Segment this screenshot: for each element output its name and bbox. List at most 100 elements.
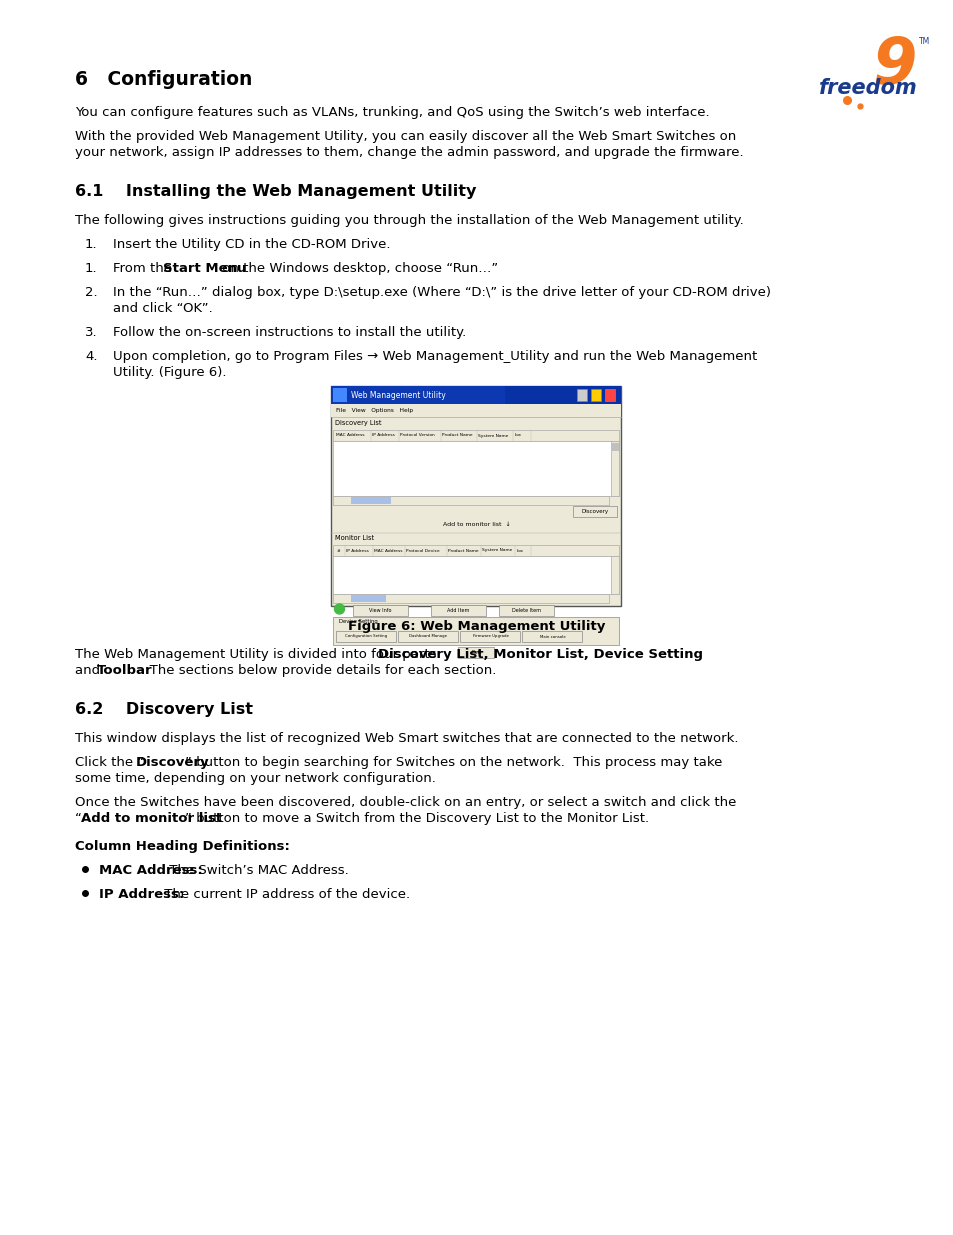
- Text: The current IP address of the device.: The current IP address of the device.: [159, 888, 409, 902]
- Text: 6.2    Discovery List: 6.2 Discovery List: [75, 701, 253, 718]
- Bar: [611, 441, 618, 496]
- Text: 1.: 1.: [85, 262, 97, 275]
- Text: 2.: 2.: [85, 287, 97, 299]
- Text: and click “OK”.: and click “OK”.: [112, 303, 213, 315]
- Bar: [331, 387, 620, 606]
- Bar: [398, 631, 458, 642]
- Text: Click the “: Click the “: [75, 756, 144, 769]
- Text: Web Management Utility: Web Management Utility: [351, 390, 446, 399]
- Text: MAC Address: MAC Address: [336, 433, 365, 437]
- Bar: [334, 388, 347, 403]
- Text: Exit: Exit: [471, 650, 481, 655]
- Text: #: #: [336, 548, 340, 552]
- Bar: [336, 631, 396, 642]
- Bar: [573, 506, 617, 517]
- Text: Insert the Utility CD in the CD-ROM Drive.: Insert the Utility CD in the CD-ROM Driv…: [112, 238, 390, 251]
- Bar: [334, 556, 618, 594]
- Text: 9: 9: [872, 35, 916, 98]
- Text: 4.: 4.: [85, 350, 97, 363]
- Text: Device Setting: Device Setting: [339, 619, 377, 624]
- Bar: [431, 605, 486, 616]
- Text: Configuration Setting: Configuration Setting: [345, 635, 387, 638]
- Bar: [334, 594, 609, 603]
- Text: TM: TM: [918, 37, 929, 46]
- Text: Toolbar: Toolbar: [97, 664, 152, 677]
- Text: Dashboard Manage: Dashboard Manage: [409, 635, 447, 638]
- Text: Follow the on-screen instructions to install the utility.: Follow the on-screen instructions to ins…: [112, 326, 466, 338]
- Text: Protocol Version: Protocol Version: [400, 433, 435, 437]
- Text: Product Name: Product Name: [448, 548, 478, 552]
- Text: IP Address:: IP Address:: [99, 888, 184, 902]
- Bar: [351, 496, 391, 504]
- Text: 3.: 3.: [85, 326, 97, 338]
- Text: With the provided Web Management Utility, you can easily discover all the Web Sm: With the provided Web Management Utility…: [75, 130, 736, 143]
- Text: Discovery: Discovery: [135, 756, 209, 769]
- Text: Column Heading Definitions:: Column Heading Definitions:: [75, 840, 290, 853]
- Bar: [331, 404, 620, 417]
- Text: 6.1    Installing the Web Management Utility: 6.1 Installing the Web Management Utilit…: [75, 184, 476, 199]
- Text: Firmware Upgrade: Firmware Upgrade: [472, 635, 508, 638]
- Bar: [334, 618, 618, 645]
- Bar: [334, 545, 618, 556]
- Text: Add to monitor list: Add to monitor list: [80, 811, 221, 825]
- Text: Monitor List: Monitor List: [335, 535, 375, 541]
- Text: on the Windows desktop, choose “Run…”: on the Windows desktop, choose “Run…”: [217, 262, 497, 275]
- Text: File   View   Options   Help: File View Options Help: [336, 408, 414, 412]
- Bar: [334, 496, 609, 505]
- Bar: [331, 387, 620, 404]
- Text: Upon completion, go to Program Files → Web Management_Utility and run the Web Ma: Upon completion, go to Program Files → W…: [112, 350, 757, 363]
- Bar: [331, 387, 505, 404]
- Bar: [611, 556, 618, 594]
- Text: In the “Run…” dialog box, type D:\setup.exe (Where “D:\” is the drive letter of : In the “Run…” dialog box, type D:\setup.…: [112, 287, 770, 299]
- Text: Protocol Device: Protocol Device: [406, 548, 439, 552]
- Text: Delete Item: Delete Item: [512, 608, 540, 613]
- Text: 6   Configuration: 6 Configuration: [75, 70, 253, 89]
- Text: .  The sections below provide details for each section.: . The sections below provide details for…: [136, 664, 496, 677]
- Text: Discovery: Discovery: [581, 509, 608, 514]
- Text: Add to monitor list  ↓: Add to monitor list ↓: [442, 522, 510, 527]
- Text: “: “: [75, 811, 82, 825]
- Text: IP Address: IP Address: [372, 433, 395, 437]
- Text: System Name: System Name: [478, 433, 508, 437]
- Bar: [605, 389, 615, 401]
- Text: Utility. (Figure 6).: Utility. (Figure 6).: [112, 366, 226, 379]
- Bar: [499, 605, 554, 616]
- Text: 1.: 1.: [85, 238, 97, 251]
- Text: Once the Switches have been discovered, double-click on an entry, or select a sw: Once the Switches have been discovered, …: [75, 797, 736, 809]
- Text: The following gives instructions guiding you through the installation of the Web: The following gives instructions guiding…: [75, 214, 743, 227]
- Bar: [591, 389, 601, 401]
- Text: From the: From the: [112, 262, 176, 275]
- Text: Discovery List, Monitor List, Device Setting: Discovery List, Monitor List, Device Set…: [377, 648, 702, 661]
- Text: Product Name: Product Name: [442, 433, 473, 437]
- Text: Discovery List: Discovery List: [335, 420, 381, 426]
- Text: some time, depending on your network configuration.: some time, depending on your network con…: [75, 772, 436, 785]
- Text: This window displays the list of recognized Web Smart switches that are connecte: This window displays the list of recogni…: [75, 732, 738, 745]
- Text: Figure 6: Web Management Utility: Figure 6: Web Management Utility: [348, 620, 604, 634]
- Bar: [460, 631, 520, 642]
- Text: freedom: freedom: [818, 78, 917, 98]
- Text: The Web Management Utility is divided into four parts:: The Web Management Utility is divided in…: [75, 648, 445, 661]
- Text: MAC Address:: MAC Address:: [99, 864, 203, 877]
- Text: The Switch’s MAC Address.: The Switch’s MAC Address.: [165, 864, 349, 877]
- Bar: [334, 430, 618, 441]
- Circle shape: [335, 604, 344, 614]
- Text: Loc: Loc: [516, 548, 523, 552]
- Text: Loc: Loc: [514, 433, 521, 437]
- Text: your network, assign IP addresses to them, change the admin password, and upgrad: your network, assign IP addresses to the…: [75, 146, 742, 159]
- Bar: [334, 441, 618, 496]
- Text: You can configure features such as VLANs, trunking, and QoS using the Switch’s w: You can configure features such as VLANs…: [75, 106, 709, 119]
- Bar: [354, 605, 408, 616]
- Text: Start Menu: Start Menu: [162, 262, 246, 275]
- Bar: [351, 595, 386, 601]
- Text: ” button to begin searching for Switches on the network.  This process may take: ” button to begin searching for Switches…: [185, 756, 721, 769]
- Text: IP Address: IP Address: [346, 548, 369, 552]
- Text: View Info: View Info: [369, 608, 392, 613]
- Text: Add Item: Add Item: [447, 608, 469, 613]
- Text: and: and: [75, 664, 104, 677]
- Text: Main console: Main console: [539, 635, 565, 638]
- Bar: [522, 631, 582, 642]
- Bar: [611, 443, 618, 451]
- Bar: [577, 389, 587, 401]
- Text: ” button to move a Switch from the Discovery List to the Monitor List.: ” button to move a Switch from the Disco…: [185, 811, 649, 825]
- Text: System Name: System Name: [482, 548, 513, 552]
